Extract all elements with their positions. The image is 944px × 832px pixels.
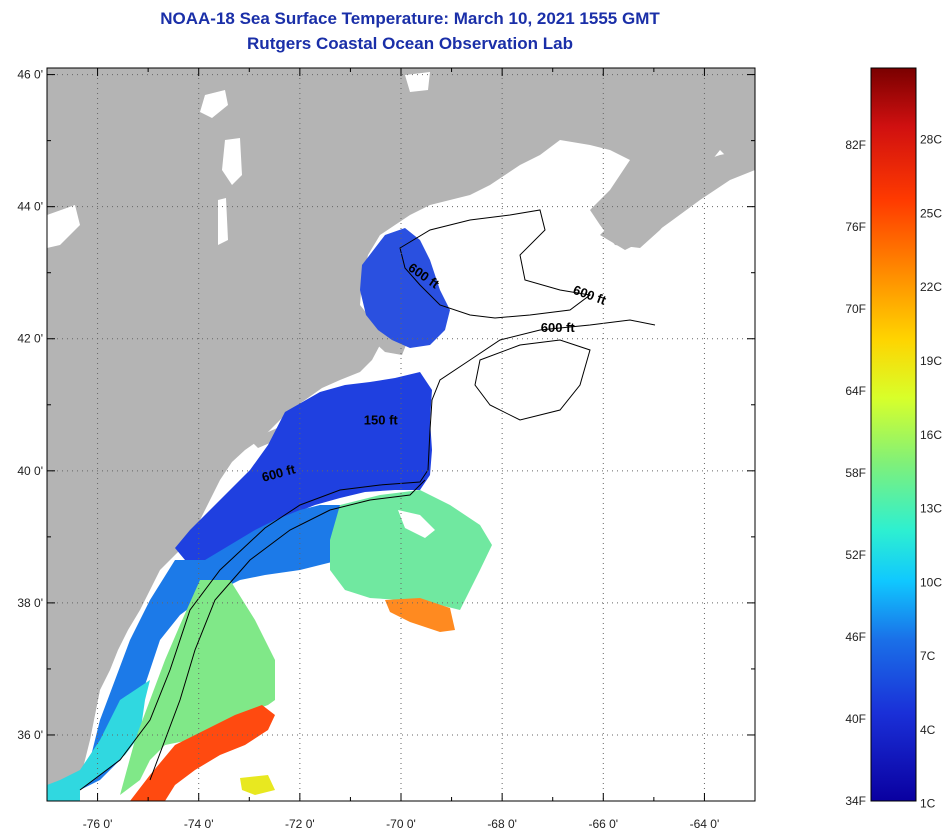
contour-georges-bank [474,339,591,421]
lon-tick-label: -76 0' [83,817,113,831]
map-title: NOAA-18 Sea Surface Temperature: March 1… [160,9,660,28]
colorbar-f-label: 64F [845,384,866,398]
lat-tick-label: 40 0' [17,464,43,478]
colorbar-f-label: 82F [845,138,866,152]
contour-150ft [149,479,426,781]
sst-warm-eddy [385,598,455,632]
sst-new-england-shelf [175,372,432,565]
colorbar-c-label: 25C [920,206,942,220]
lon-tick-label: -68 0' [487,817,517,831]
colorbar-f-label: 58F [845,466,866,480]
lon-tick-label: -66 0' [588,817,618,831]
lon-tick-label: -72 0' [285,817,315,831]
sst-gulf-stream [130,705,275,801]
map-subtitle: Rutgers Coastal Ocean Observation Lab [247,34,573,53]
longitude-labels: -76 0' -74 0' -72 0' -70 0' -68 0' -66 0' -64 … [83,817,720,831]
contour-600ft-shelf-edge [79,319,656,791]
lat-tick-label: 38 0' [17,596,43,610]
inland-lakes [47,72,430,248]
colorbar-f-label: 40F [845,712,866,726]
lat-tick-label: 46 0' [17,68,43,82]
sst-gulf-of-maine [360,228,450,348]
map-ticks [46,68,756,802]
colorbar-f-label: 76F [845,220,866,234]
colorbar-fahrenheit-labels: 82F 76F 70F 64F 58F 52F 46F 40F 34F [845,138,866,808]
colorbar-c-label: 10C [920,575,942,589]
colorbar-c-label: 19C [920,354,942,368]
colorbar-c-label: 22C [920,280,942,294]
temperature-colorbar [870,67,917,802]
map-layers [47,68,755,801]
cloud-gap [398,510,435,538]
sst-warm-spot [240,775,275,795]
colorbar-f-label: 70F [845,302,866,316]
colorbar-c-label: 7C [920,649,936,663]
lat-tick-label: 36 0' [17,728,43,742]
colorbar-celsius-labels: 28C 25C 22C 19C 16C 13C 10C 7C 4C 1C [920,133,942,811]
lat-tick-label: 44 0' [17,200,43,214]
lon-tick-label: -64 0' [690,817,720,831]
colorbar-f-label: 46F [845,630,866,644]
sst-offshore-green-south [120,580,275,795]
latitude-labels: 46 0' 44 0' 42 0' 40 0' 38 0' 36 0' [17,68,43,742]
sst-offshore-cyan [47,680,150,801]
lon-tick-label: -70 0' [386,817,416,831]
contour-label: 600 ft [541,320,576,335]
sst-offshore-green-north [330,490,492,610]
contour-label: 150 ft [364,413,399,428]
colorbar-f-label: 34F [845,794,866,808]
land-nova-scotia [600,148,755,250]
colorbar-f-label: 52F [845,548,866,562]
colorbar-c-label: 1C [920,797,936,811]
map-gridlines [47,68,755,801]
colorbar-c-label: 4C [920,723,936,737]
colorbar-c-label: 28C [920,133,942,147]
colorbar-c-label: 16C [920,428,942,442]
colorbar-c-label: 13C [920,502,942,516]
lat-tick-label: 42 0' [17,332,43,346]
contour-600ft-gulf-maine [399,209,592,319]
lon-tick-label: -74 0' [184,817,214,831]
land-mainland [47,68,755,801]
